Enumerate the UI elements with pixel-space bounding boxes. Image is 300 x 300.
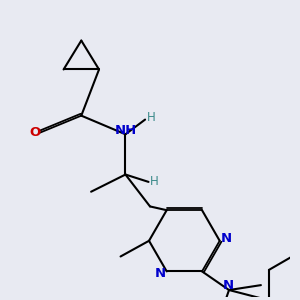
- Text: N: N: [223, 279, 234, 292]
- Text: N: N: [154, 267, 165, 280]
- Text: H: H: [147, 111, 155, 124]
- Text: NH: NH: [115, 124, 137, 137]
- Text: O: O: [29, 126, 40, 139]
- Text: H: H: [150, 176, 159, 188]
- Text: N: N: [221, 232, 232, 245]
